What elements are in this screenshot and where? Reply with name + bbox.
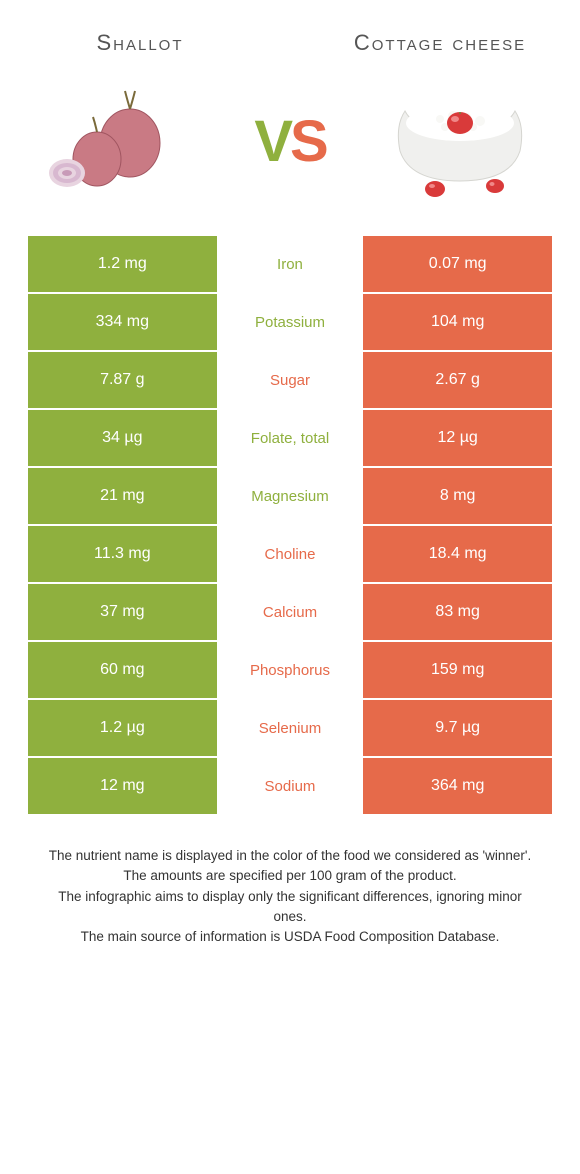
food-title-right: Cottage cheese	[340, 30, 540, 56]
value-right: 104 mg	[363, 294, 552, 350]
nutrient-label: Sugar	[217, 352, 364, 408]
footer-line: The nutrient name is displayed in the co…	[40, 846, 540, 866]
value-right: 159 mg	[363, 642, 552, 698]
nutrient-label: Magnesium	[217, 468, 364, 524]
value-right: 8 mg	[363, 468, 552, 524]
table-row: 11.3 mgCholine18.4 mg	[28, 526, 552, 584]
vs-s: S	[290, 109, 326, 174]
table-row: 7.87 gSugar2.67 g	[28, 352, 552, 410]
vs-row: VS	[0, 76, 580, 236]
nutrient-table: 1.2 mgIron0.07 mg334 mgPotassium104 mg7.…	[28, 236, 552, 816]
value-left: 1.2 µg	[28, 700, 217, 756]
value-left: 7.87 g	[28, 352, 217, 408]
nutrient-label: Iron	[217, 236, 364, 292]
nutrient-label: Calcium	[217, 584, 364, 640]
value-left: 34 µg	[28, 410, 217, 466]
value-left: 11.3 mg	[28, 526, 217, 582]
table-row: 37 mgCalcium83 mg	[28, 584, 552, 642]
cottage-cheese-image	[380, 76, 540, 206]
table-row: 1.2 mgIron0.07 mg	[28, 236, 552, 294]
nutrient-label: Potassium	[217, 294, 364, 350]
nutrient-label: Selenium	[217, 700, 364, 756]
value-right: 0.07 mg	[363, 236, 552, 292]
table-row: 12 mgSodium364 mg	[28, 758, 552, 816]
value-right: 9.7 µg	[363, 700, 552, 756]
footer-line: The amounts are specified per 100 gram o…	[40, 866, 540, 886]
vs-v: V	[254, 109, 290, 174]
value-left: 60 mg	[28, 642, 217, 698]
value-left: 21 mg	[28, 468, 217, 524]
table-row: 34 µgFolate, total12 µg	[28, 410, 552, 468]
value-left: 334 mg	[28, 294, 217, 350]
nutrient-label: Folate, total	[217, 410, 364, 466]
nutrient-label: Phosphorus	[217, 642, 364, 698]
vs-label: VS	[254, 108, 325, 175]
value-left: 37 mg	[28, 584, 217, 640]
food-title-left: Shallot	[40, 30, 240, 56]
value-right: 364 mg	[363, 758, 552, 814]
table-row: 1.2 µgSelenium9.7 µg	[28, 700, 552, 758]
value-left: 1.2 mg	[28, 236, 217, 292]
value-left: 12 mg	[28, 758, 217, 814]
value-right: 18.4 mg	[363, 526, 552, 582]
header: Shallot Cottage cheese	[0, 0, 580, 76]
value-right: 83 mg	[363, 584, 552, 640]
value-right: 2.67 g	[363, 352, 552, 408]
table-row: 60 mgPhosphorus159 mg	[28, 642, 552, 700]
nutrient-label: Sodium	[217, 758, 364, 814]
table-row: 21 mgMagnesium8 mg	[28, 468, 552, 526]
table-row: 334 mgPotassium104 mg	[28, 294, 552, 352]
footer-notes: The nutrient name is displayed in the co…	[0, 816, 580, 947]
shallot-image	[40, 76, 200, 206]
nutrient-label: Choline	[217, 526, 364, 582]
value-right: 12 µg	[363, 410, 552, 466]
footer-line: The main source of information is USDA F…	[40, 927, 540, 947]
footer-line: The infographic aims to display only the…	[40, 887, 540, 928]
